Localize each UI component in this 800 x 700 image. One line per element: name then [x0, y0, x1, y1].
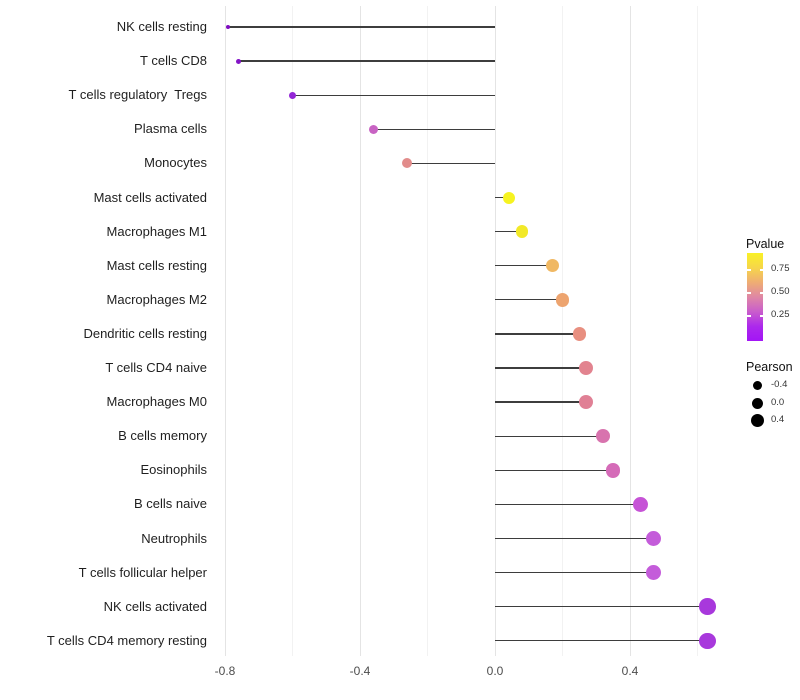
lollipop-dot [579, 395, 594, 410]
lollipop-dot [699, 632, 716, 650]
lollipop-stem [495, 367, 587, 369]
category-label: Plasma cells [134, 121, 207, 137]
lollipop-dot [605, 463, 621, 478]
lollipop-dot [595, 428, 611, 444]
lollipop-dot [515, 225, 529, 238]
category-label: Macrophages M2 [106, 291, 207, 307]
lollipop-dot [502, 191, 515, 204]
x-axis-tick-label: -0.4 [349, 664, 371, 678]
lollipop-stem [407, 162, 495, 165]
lollipop-stem [228, 26, 495, 28]
colorbar-tick-notch [747, 269, 751, 271]
category-label: B cells memory [118, 428, 207, 444]
lollipop-stem [495, 469, 614, 471]
lollipop-dot [645, 564, 662, 581]
category-label: T cells regulatory Tregs [68, 87, 207, 103]
lollipop-stem [495, 503, 641, 506]
gridline-major [224, 6, 226, 656]
pvalue-colorbar [747, 253, 763, 341]
category-label: Macrophages M1 [106, 223, 207, 239]
category-label: Mast cells resting [106, 257, 207, 273]
x-axis-tick-label: -0.8 [214, 664, 236, 678]
lollipop-dot [369, 124, 378, 134]
gridline-minor [562, 6, 563, 656]
lollipop-stem [238, 60, 495, 62]
lollipop-dot [645, 530, 662, 547]
x-axis-tick-label: 0.4 [621, 664, 639, 678]
category-label: Neutrophils [141, 530, 207, 546]
category-label: NK cells activated [103, 598, 207, 614]
category-label: NK cells resting [116, 19, 207, 34]
pearson-legend-label: -0.4 [771, 379, 788, 390]
lollipop-dot [572, 327, 587, 341]
pearson-legend-dot [750, 413, 764, 427]
pvalue-tick-075: 0.75 [771, 263, 790, 274]
gridline-major [359, 6, 361, 656]
gridline-major [629, 6, 631, 656]
category-label: Dendritic cells resting [83, 325, 207, 341]
colorbar-tick-notch [759, 292, 763, 294]
lollipop-stem [495, 571, 654, 574]
lollipop-dot [579, 361, 594, 375]
lollipop-stem [292, 94, 495, 96]
pearson-legend-label: 0.0 [771, 397, 785, 408]
lollipop-stem [495, 333, 580, 335]
category-label: Eosinophils [140, 462, 208, 478]
x-axis-tick-label: 0.0 [486, 664, 504, 678]
gridline-minor [697, 6, 698, 656]
pvalue-tick-050: 0.50 [771, 286, 790, 297]
lollipop-dot [699, 598, 716, 615]
colorbar-tick-notch [759, 269, 763, 271]
gridline-major [494, 6, 496, 656]
lollipop-stem [495, 401, 587, 403]
colorbar-tick-notch [747, 292, 751, 294]
lollipop-stem [495, 640, 708, 642]
lollipop-stem [373, 128, 495, 130]
lollipop-stem [495, 230, 522, 233]
pvalue-legend-title: Pvalue [746, 237, 785, 251]
pvalue-tick-025: 0.25 [771, 309, 790, 320]
lollipop-dot [236, 58, 241, 64]
lollipop-stem [495, 299, 563, 301]
lollipop-stem [495, 196, 509, 199]
category-label: T cells follicular helper [78, 564, 207, 580]
lollipop-stem [495, 537, 654, 540]
colorbar-tick-notch [759, 315, 763, 317]
pearson-legend-label: 0.4 [771, 414, 785, 425]
lollipop-dot [545, 259, 559, 273]
pearson-legend-dot [751, 397, 763, 409]
lollipop-stem [495, 606, 708, 608]
category-label: B cells naive [134, 496, 207, 512]
gridline-minor [427, 6, 428, 656]
colorbar-tick-notch [747, 315, 751, 317]
category-label: T cells CD4 memory resting [46, 632, 207, 648]
pearson-legend-title: Pearson [746, 360, 793, 374]
lollipop-dot [555, 293, 570, 307]
lollipop-stem [495, 265, 553, 267]
lollipop-dot [226, 25, 231, 29]
lollipop-stem [495, 435, 603, 437]
pearson-legend-dot [752, 380, 762, 390]
lollipop-dot [402, 158, 413, 169]
category-label: T cells CD4 naive [105, 360, 207, 375]
category-label: T cells CD8 [140, 53, 207, 69]
lollipop-dot [289, 91, 296, 99]
gridline-minor [292, 6, 293, 656]
category-label: Macrophages M0 [106, 394, 207, 410]
category-label: Monocytes [144, 155, 207, 171]
lollipop-dot [632, 496, 648, 512]
category-label: Mast cells activated [93, 189, 207, 205]
